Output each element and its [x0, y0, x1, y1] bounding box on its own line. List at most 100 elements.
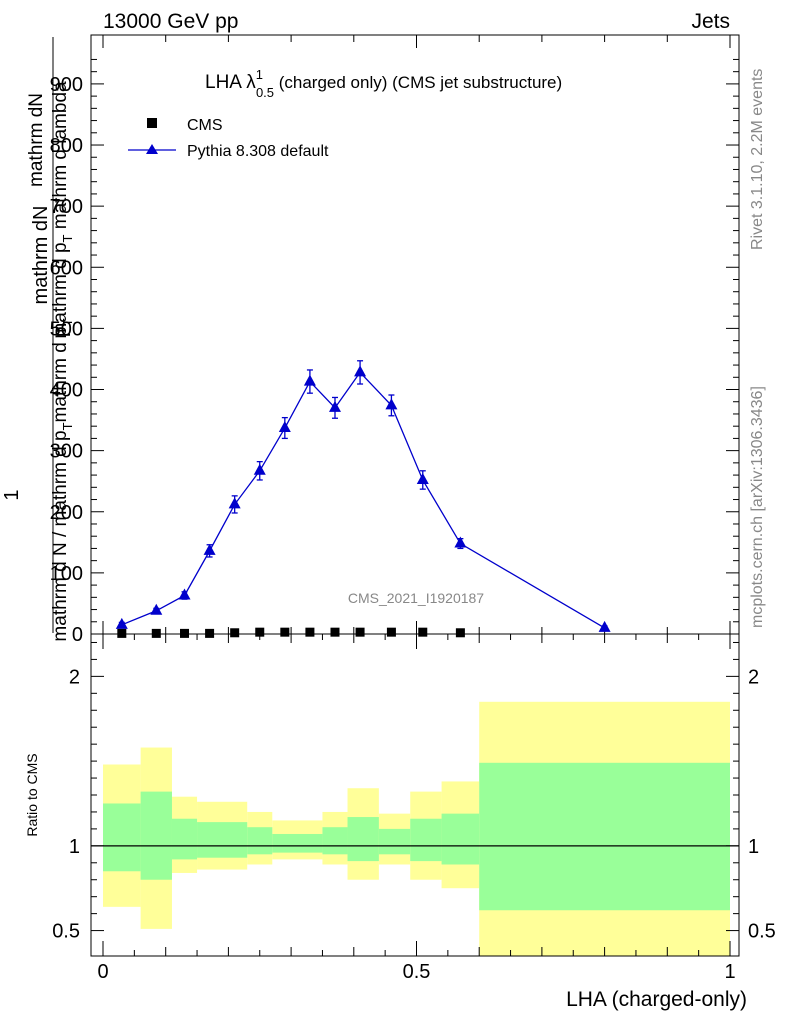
main-y-label: mathrm dN mathrm dN mathrm d pT mathrm d…	[1, 37, 75, 642]
title-sup: 1	[256, 67, 263, 82]
title-prefix: LHA	[205, 72, 246, 93]
pythia-point	[416, 472, 429, 484]
ratio-band-inner	[103, 803, 141, 872]
ratio-ytick-label-right: 2	[748, 666, 759, 688]
y-label-one: 1	[1, 489, 23, 500]
main-ytick-label: 100	[50, 563, 83, 585]
main-ytick-label: 800	[50, 135, 83, 157]
ratio-band-inner	[171, 818, 198, 860]
pythia-line	[121, 371, 605, 629]
ratio-band-inner	[441, 813, 480, 865]
y-label-numerator: mathrm dN	[30, 206, 52, 305]
main-y-ticks: 0 100 200 300 400 500 600 700 800 900	[50, 58, 739, 646]
main-ytick-label: 0	[72, 624, 83, 646]
energy-label: 13000 GeV pp	[103, 10, 238, 33]
category-label: Jets	[691, 10, 730, 33]
y-norm-text: mathrm d N / mathrm d p	[50, 430, 71, 641]
pythia-point	[328, 400, 341, 412]
pythia-point	[203, 543, 216, 555]
title-suffix: (charged only) (CMS jet substructure)	[274, 73, 562, 92]
cms-point	[230, 628, 240, 638]
ratio-x-ticks: 0 0.5 1	[97, 634, 736, 983]
rivet-label: Rivet 3.1.10, 2.2M events	[749, 69, 766, 250]
title-sub: 0.5	[256, 85, 274, 100]
cms-point	[205, 628, 215, 638]
cms-point	[386, 627, 396, 637]
y-label-num-text: mathrm dN	[30, 206, 52, 305]
plot-title: LHA λ1 0.5 (charged only) (CMS jet substr…	[205, 67, 562, 100]
ratio-band-inner	[247, 827, 273, 855]
pythia-point	[598, 620, 611, 632]
pythia-point	[354, 365, 367, 377]
legend-pythia-marker	[146, 144, 158, 154]
legend-pythia-label: Pythia 8.308 default	[187, 143, 329, 160]
pythia-point	[385, 398, 398, 410]
legend: CMS Pythia 8.308 default	[128, 117, 329, 160]
pythia-point	[278, 421, 291, 433]
title-lambda: λ	[246, 72, 256, 93]
ratio-ytick-label-right: 0.5	[748, 921, 776, 943]
x-tick-label: 0.5	[403, 961, 431, 983]
main-ytick-label: 700	[50, 196, 83, 218]
legend-cms-marker	[147, 118, 157, 128]
x-tick-label: 0	[97, 961, 108, 983]
pythia-point	[253, 463, 266, 475]
cms-point	[305, 627, 315, 637]
ratio-band-inner	[140, 791, 172, 880]
ratio-band-inner	[197, 822, 248, 858]
ratio-band-inner	[347, 817, 379, 862]
pythia-point	[115, 617, 128, 629]
main-ytick-label: 300	[50, 441, 83, 463]
ratio-ytick-label-left: 0.5	[52, 921, 80, 943]
y-label-top-numerator: mathrm dN	[26, 93, 47, 187]
ratio-ytick-label-left: 2	[69, 666, 80, 688]
main-ytick-label: 400	[50, 380, 83, 402]
pythia-point	[454, 536, 467, 548]
analysis-watermark: CMS_2021_I1920187	[348, 590, 484, 606]
ratio-bands	[103, 701, 730, 956]
main-ytick-label: 500	[50, 318, 83, 340]
legend-cms-label: CMS	[187, 117, 223, 134]
y-top-den-sub: T	[60, 234, 75, 242]
cms-series	[117, 627, 465, 638]
cms-point	[255, 627, 265, 637]
x-tick-label: 1	[724, 961, 735, 983]
cms-point	[117, 628, 127, 638]
ratio-band-inner	[322, 827, 348, 855]
main-ytick-label: 600	[50, 257, 83, 279]
y-top-num: mathrm dN	[26, 93, 47, 187]
ratio-ytick-label-right: 1	[748, 836, 759, 858]
cms-point	[180, 628, 190, 638]
y-label-norm: mathrm d N / mathrm d pTmathrm d pT	[50, 318, 75, 641]
pythia-point	[178, 588, 191, 600]
main-ytick-label: 900	[50, 74, 83, 96]
ratio-band-inner	[479, 762, 730, 911]
cms-point	[280, 627, 290, 637]
y-norm-sub2: T	[60, 318, 75, 326]
y-label-top-denominator: mathrm d pT mathrm d lambda	[50, 81, 75, 339]
mcplots-label: mcplots.cern.ch [arXiv:1306.3436]	[749, 386, 766, 628]
cms-point	[455, 628, 465, 638]
ratio-band-inner	[410, 818, 442, 862]
cms-point	[355, 627, 365, 637]
pythia-point	[228, 497, 241, 509]
y-top-den: mathrm d p	[50, 242, 71, 338]
cms-point	[418, 627, 428, 637]
ratio-y-label: Ratio to CMS	[24, 753, 40, 836]
ratio-band-inner	[378, 828, 411, 855]
pythia-series	[115, 360, 611, 632]
ratio-band-inner	[272, 833, 323, 853]
pythia-point	[150, 603, 163, 615]
y-norm-tail: mathrm d p	[50, 326, 71, 422]
pythia-point	[303, 374, 316, 386]
ratio-panel: 0.5 0.51 12 2 0 0.5 1 Ratio to CMS LHA (charg…	[24, 633, 776, 1011]
y-norm-sub: T	[60, 422, 75, 430]
ratio-y-ticks: 0.5 0.5 1 1 2 2	[52, 641, 776, 943]
ratio-ytick-label-left: 1	[69, 836, 80, 858]
main-ytick-label: 200	[50, 502, 83, 524]
x-axis-label: LHA (charged-only)	[566, 988, 747, 1011]
y-top-den-mid: mathrm d lambda	[50, 81, 71, 235]
cms-point	[330, 627, 340, 637]
